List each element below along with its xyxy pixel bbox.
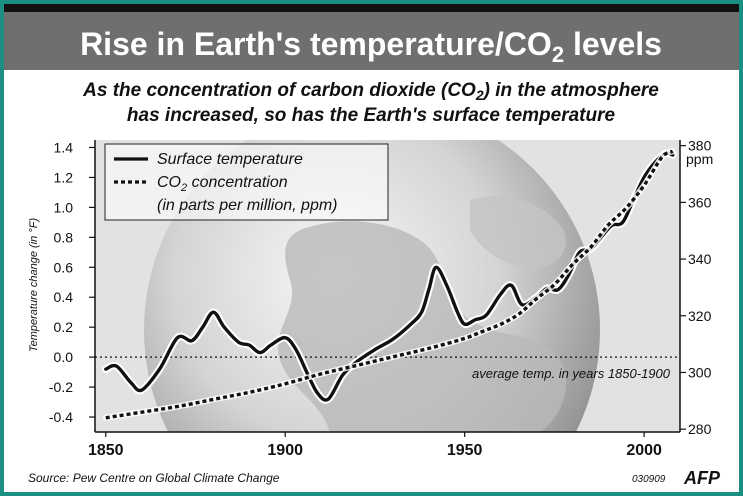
y-left-tick-label: -0.2 — [49, 379, 73, 395]
y-left-tick-label: 0.0 — [54, 349, 74, 365]
chart-subtitle-line1: As the concentration of carbon dioxide (… — [82, 80, 659, 103]
chart-title: Rise in Earth's temperature/CO2 levels — [80, 26, 662, 67]
y-left-tick-label: 0.6 — [54, 259, 74, 275]
y-right-tick-label: 360 — [688, 194, 712, 210]
legend-label-co2-units: (in parts per million, ppm) — [157, 197, 338, 214]
chart-subtitle-line2: has increased, so has the Earth's surfac… — [127, 105, 616, 126]
afp-logo: AFP — [683, 468, 721, 488]
legend-label-temperature: Surface temperature — [157, 151, 303, 168]
graphic-code: 030909 — [632, 474, 666, 485]
y-left-tick-label: 0.2 — [54, 319, 74, 335]
y-left-tick-label: 1.0 — [54, 199, 74, 215]
y-left-tick-label: -0.4 — [49, 409, 73, 425]
y-axis-left-ticks: 1.4 1.2 1.0 0.8 0.6 0.4 0.2 0.0 -0.2 -0.4 — [49, 139, 95, 425]
y-axis-right-ticks: 380 360 340 320 300 280 — [680, 138, 712, 437]
top-black-strip — [4, 4, 739, 12]
legend-label-co2: CO2 concentration — [157, 174, 288, 194]
legend-box — [104, 143, 389, 221]
x-tick-label: 2000 — [626, 442, 662, 459]
y-right-tick-label: 280 — [688, 421, 712, 437]
x-tick-label: 1850 — [88, 442, 124, 459]
y-axis-right-unit: ppm — [686, 151, 713, 167]
y-right-tick-label: 380 — [688, 138, 712, 154]
x-tick-label: 1950 — [447, 442, 483, 459]
y-left-tick-label: 1.4 — [54, 139, 74, 155]
legend: Surface temperature CO2 concentration (i… — [104, 143, 389, 221]
y-right-tick-label: 340 — [688, 251, 712, 267]
y-right-tick-label: 320 — [688, 308, 712, 324]
series-line-co2 — [105, 149, 674, 420]
globe-continent-shape — [277, 221, 567, 432]
globe-continent-shape-2 — [470, 196, 566, 269]
reference-line-label: average temp. in years 1850-1900 — [472, 366, 671, 381]
source-note: Source: Pew Centre on Global Climate Cha… — [28, 471, 280, 485]
y-left-tick-label: 0.8 — [54, 229, 74, 245]
y-axis-left-label: Temperature change (in °F) — [28, 218, 40, 353]
x-tick-label: 1900 — [267, 442, 303, 459]
title-band — [4, 12, 739, 70]
y-right-tick-label: 300 — [688, 364, 712, 380]
y-left-tick-label: 1.2 — [54, 169, 74, 185]
x-axis-ticks: 1850 1900 1950 2000 — [88, 432, 662, 459]
y-left-tick-label: 0.4 — [54, 289, 74, 305]
